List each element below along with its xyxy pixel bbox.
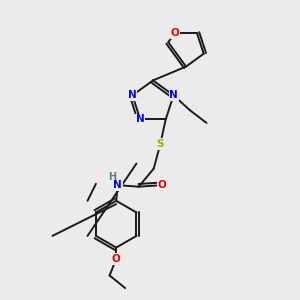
- Text: S: S: [157, 139, 164, 149]
- Text: N: N: [169, 90, 178, 100]
- Text: N: N: [128, 90, 137, 100]
- Text: O: O: [158, 180, 167, 190]
- Text: O: O: [112, 254, 121, 264]
- Text: O: O: [171, 28, 179, 38]
- Text: N: N: [136, 115, 145, 124]
- Text: H: H: [108, 172, 116, 182]
- Text: N: N: [113, 180, 122, 190]
